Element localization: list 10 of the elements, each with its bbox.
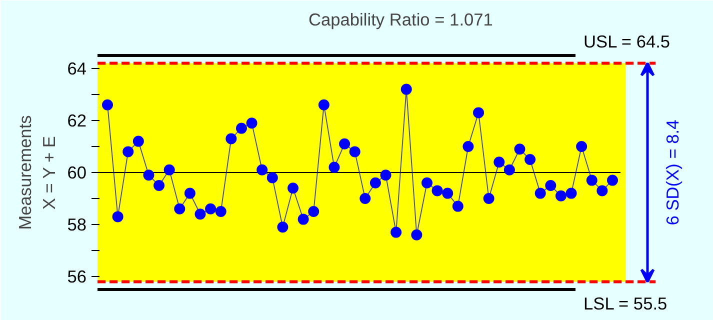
y-tick-label: 62 — [67, 110, 87, 130]
ref-line-label: LSL = 55.5 — [584, 294, 668, 314]
ref-line-label: USL = 64.5 — [584, 32, 670, 52]
y-tick-label: 60 — [67, 162, 87, 182]
y-axis-title: Measurements X = Y + E — [15, 114, 60, 230]
y-tick-label: 56 — [67, 266, 87, 286]
band-label: 6 SD(X) = 8.4 — [662, 119, 682, 226]
chart-title: Capability Ratio = 1.071 — [308, 10, 493, 30]
y-tick-label: 64 — [67, 58, 87, 78]
y-tick-label: 58 — [67, 214, 87, 234]
